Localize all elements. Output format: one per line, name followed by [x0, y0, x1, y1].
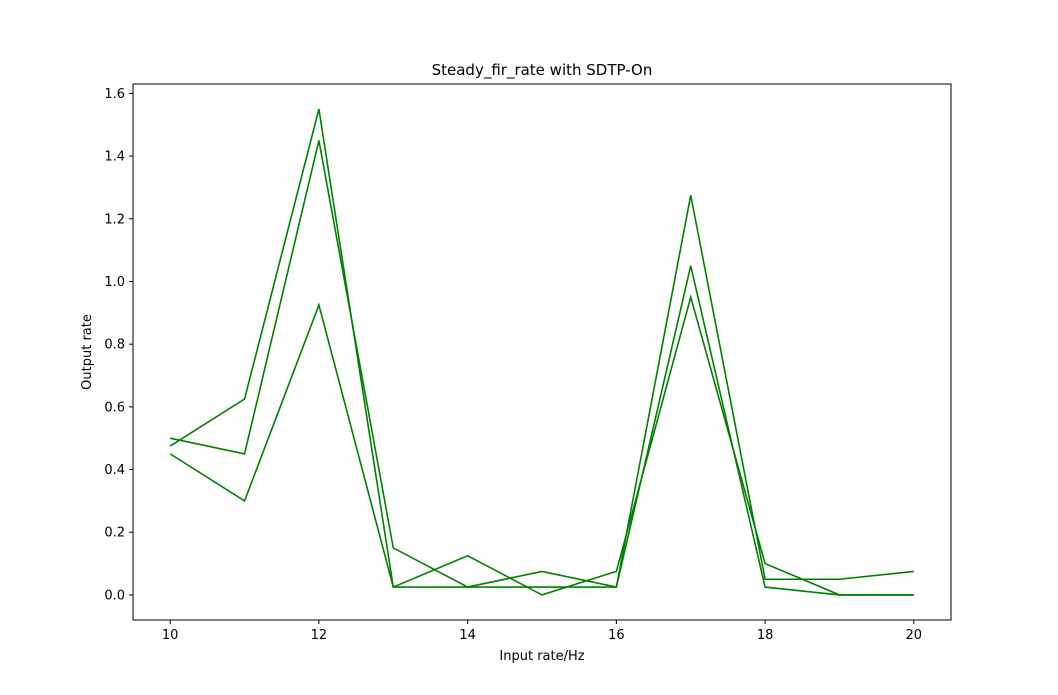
- chart-title: Steady_fir_rate with SDTP-On: [432, 61, 653, 80]
- y-tick-label: 1.4: [104, 150, 125, 165]
- series-line-3: [169, 294, 914, 596]
- y-tick-label: 1.0: [104, 275, 125, 290]
- y-axis-ticks: 0.0 0.2 0.4 0.6 0.8 1.0 1.2 1.4 1.6: [104, 87, 133, 603]
- y-tick-label: 0.8: [104, 338, 125, 353]
- y-tick-label: 1.2: [104, 212, 125, 227]
- y-tick-label: 1.6: [104, 87, 125, 102]
- x-axis-label: Input rate/Hz: [499, 649, 584, 664]
- x-tick-label: 14: [459, 628, 476, 643]
- x-axis-ticks: 10 12 14 16 18 20: [162, 620, 922, 643]
- series-layer: [169, 108, 914, 596]
- plot-frame: [132, 83, 952, 621]
- y-tick-label: 0.6: [104, 400, 125, 415]
- y-tick-label: 0.2: [104, 526, 125, 541]
- y-tick-label: 0.0: [104, 588, 125, 603]
- x-tick-label: 12: [311, 628, 328, 643]
- y-tick-label: 0.4: [104, 463, 125, 478]
- x-tick-label: 18: [757, 628, 774, 643]
- series-line-1: [169, 108, 914, 589]
- x-tick-label: 10: [162, 628, 179, 643]
- y-axis-label: Output rate: [80, 314, 95, 390]
- x-tick-label: 20: [906, 628, 923, 643]
- x-tick-label: 16: [608, 628, 625, 643]
- series-line-2: [170, 140, 914, 596]
